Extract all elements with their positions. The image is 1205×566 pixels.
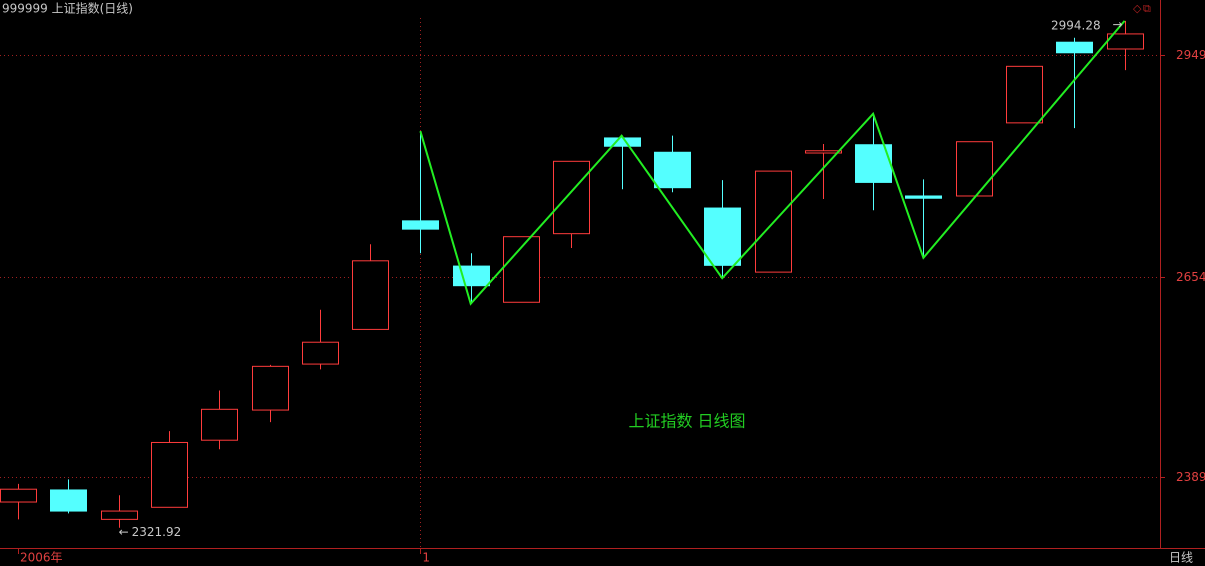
candle-body bbox=[252, 365, 289, 411]
icon[interactable]: ◇ bbox=[1133, 2, 1142, 15]
candle-body bbox=[50, 489, 87, 512]
chart-title: 999999 上证指数(日线) bbox=[2, 1, 133, 16]
candle-body bbox=[201, 408, 238, 441]
candle-body bbox=[101, 510, 138, 520]
candle-body bbox=[805, 150, 842, 154]
candle-body bbox=[905, 195, 942, 199]
candle-body bbox=[302, 341, 339, 365]
candle-body bbox=[553, 160, 590, 235]
candle-body bbox=[453, 265, 490, 287]
candle-body bbox=[352, 260, 389, 330]
zigzag-line bbox=[419, 20, 1126, 306]
x-tick-label: 1 bbox=[422, 551, 430, 565]
x-tick-label: 2006年 bbox=[20, 551, 63, 565]
candle-body bbox=[1006, 65, 1043, 124]
candle-body bbox=[956, 141, 993, 197]
arrow: ← bbox=[119, 525, 129, 539]
extreme-label: 2321.92 bbox=[132, 525, 182, 539]
period-label: 日线 bbox=[1169, 551, 1193, 565]
candle-body bbox=[151, 441, 188, 508]
icon[interactable]: ⧉ bbox=[1143, 2, 1151, 15]
arrow: → bbox=[1113, 17, 1123, 31]
annotation: 上证指数 日线图 bbox=[628, 412, 745, 431]
y-tick-label: 2654 bbox=[1176, 270, 1205, 284]
candle-body bbox=[1056, 41, 1093, 54]
candle-body bbox=[704, 207, 741, 266]
y-tick-label: 2389 bbox=[1176, 470, 1205, 484]
extreme-label: 2994.28 bbox=[1051, 18, 1101, 32]
candle-body bbox=[654, 151, 691, 189]
candle-body bbox=[0, 488, 37, 503]
y-tick-label: 2949 bbox=[1176, 48, 1205, 62]
candle-body bbox=[402, 220, 439, 230]
candle-body bbox=[604, 137, 641, 147]
